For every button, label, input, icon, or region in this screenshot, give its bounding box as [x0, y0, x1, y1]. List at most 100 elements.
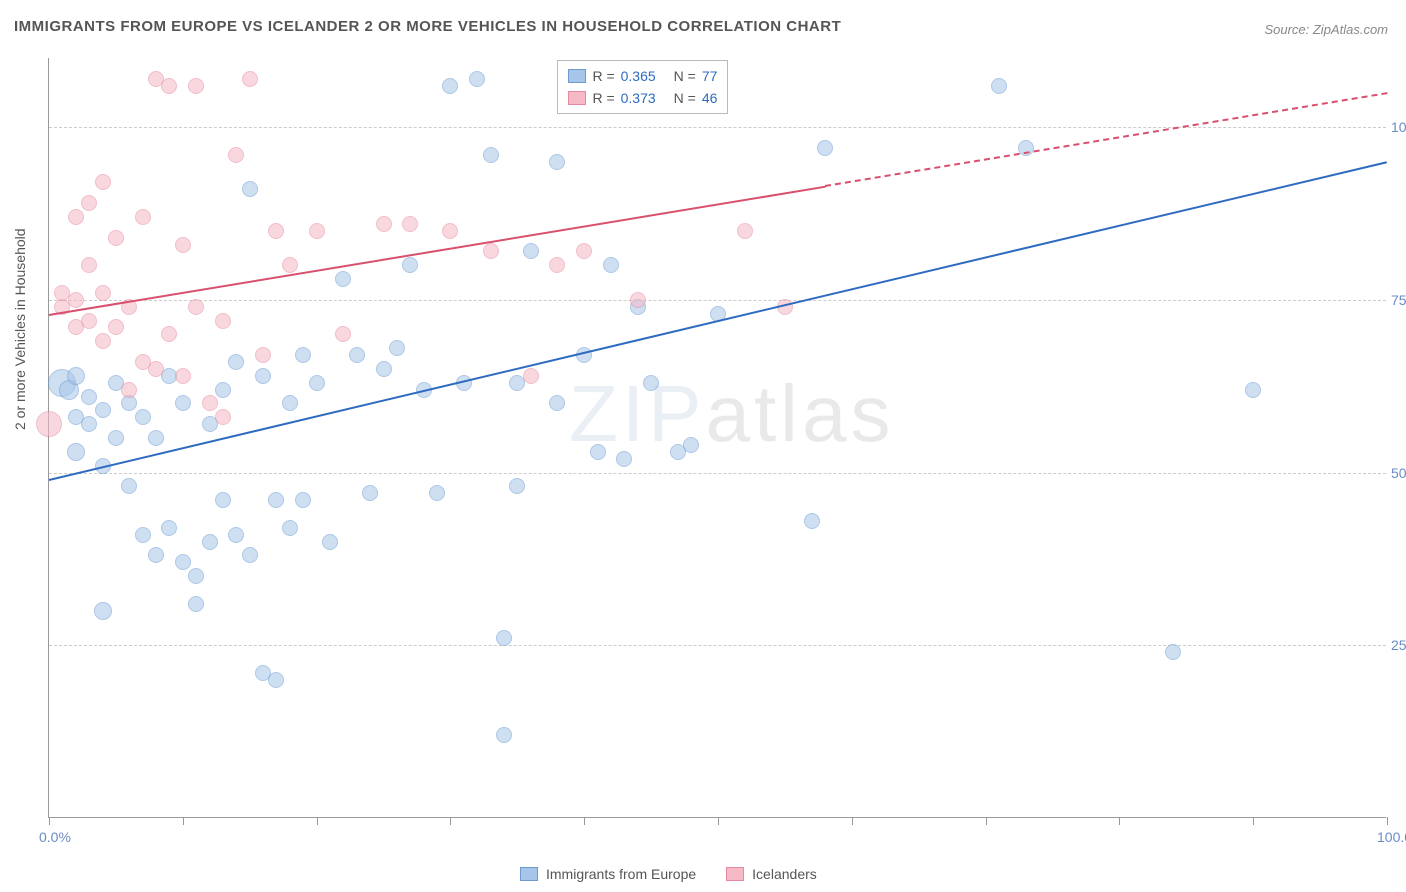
scatter-point [496, 727, 512, 743]
scatter-point [67, 367, 85, 385]
legend-swatch [568, 91, 586, 105]
scatter-point [335, 271, 351, 287]
scatter-point [228, 354, 244, 370]
legend-n-label: N = [674, 90, 696, 106]
legend-n-label: N = [674, 68, 696, 84]
legend-r-value: 0.373 [621, 90, 656, 106]
scatter-point [95, 402, 111, 418]
scatter-point [188, 299, 204, 315]
trend-line [49, 162, 1387, 482]
scatter-point [576, 243, 592, 259]
x-tick [1387, 817, 1388, 825]
scatter-point [68, 292, 84, 308]
trend-line [49, 185, 825, 315]
x-tick [317, 817, 318, 825]
scatter-point [295, 347, 311, 363]
scatter-point [523, 368, 539, 384]
scatter-point [108, 430, 124, 446]
legend-row: R =0.365N =77 [568, 65, 717, 87]
scatter-point [268, 223, 284, 239]
scatter-point [630, 292, 646, 308]
scatter-point [282, 395, 298, 411]
scatter-point [991, 78, 1007, 94]
scatter-point [442, 78, 458, 94]
scatter-point [121, 395, 137, 411]
scatter-point [322, 534, 338, 550]
scatter-point [376, 361, 392, 377]
scatter-point [483, 147, 499, 163]
scatter-point [603, 257, 619, 273]
y-tick-label: 25.0% [1391, 637, 1406, 653]
scatter-point [81, 257, 97, 273]
x-tick [1253, 817, 1254, 825]
scatter-point [817, 140, 833, 156]
gridline-h [49, 300, 1386, 301]
source-attribution: Source: ZipAtlas.com [1264, 22, 1388, 37]
x-tick [584, 817, 585, 825]
scatter-point [349, 347, 365, 363]
scatter-point [442, 223, 458, 239]
legend-n-value: 77 [702, 68, 718, 84]
legend-bottom-item: Icelanders [726, 866, 817, 882]
scatter-point [161, 326, 177, 342]
scatter-point [362, 485, 378, 501]
scatter-point [81, 313, 97, 329]
scatter-point [242, 71, 258, 87]
legend-bottom-item: Immigrants from Europe [520, 866, 696, 882]
x-tick [183, 817, 184, 825]
legend-swatch [726, 867, 744, 881]
scatter-point [81, 195, 97, 211]
scatter-point [215, 492, 231, 508]
scatter-point [108, 230, 124, 246]
x-tick [718, 817, 719, 825]
scatter-point [242, 181, 258, 197]
scatter-point [616, 451, 632, 467]
scatter-point [67, 443, 85, 461]
x-tick-label: 100.0% [1377, 829, 1406, 845]
scatter-point [268, 492, 284, 508]
legend-bottom: Immigrants from Europe Icelanders [520, 866, 817, 882]
scatter-point [469, 71, 485, 87]
scatter-point [175, 368, 191, 384]
x-tick [1119, 817, 1120, 825]
x-tick [450, 817, 451, 825]
scatter-point [188, 596, 204, 612]
scatter-point [737, 223, 753, 239]
scatter-point [81, 416, 97, 432]
scatter-point [389, 340, 405, 356]
scatter-point [81, 389, 97, 405]
scatter-point [121, 478, 137, 494]
scatter-point [335, 326, 351, 342]
legend-swatch [520, 867, 538, 881]
scatter-point [175, 554, 191, 570]
x-tick-label: 0.0% [39, 829, 71, 845]
scatter-point [268, 672, 284, 688]
scatter-point [295, 492, 311, 508]
scatter-point [483, 243, 499, 259]
x-tick [986, 817, 987, 825]
legend-bottom-label: Immigrants from Europe [546, 866, 696, 882]
chart-title: IMMIGRANTS FROM EUROPE VS ICELANDER 2 OR… [14, 18, 841, 35]
y-axis-label: 2 or more Vehicles in Household [12, 228, 28, 430]
y-tick-label: 50.0% [1391, 465, 1406, 481]
scatter-point [135, 527, 151, 543]
legend-swatch [568, 69, 586, 83]
x-tick [49, 817, 50, 825]
scatter-point [215, 313, 231, 329]
scatter-point [94, 602, 112, 620]
scatter-point [175, 237, 191, 253]
scatter-point [282, 257, 298, 273]
plot-area: ZIPatlas 25.0%50.0%75.0%100.0%0.0%100.0%… [48, 58, 1386, 818]
scatter-point [135, 209, 151, 225]
legend-r-label: R = [592, 68, 614, 84]
scatter-point [1245, 382, 1261, 398]
scatter-point [228, 527, 244, 543]
scatter-point [402, 216, 418, 232]
correlation-chart: IMMIGRANTS FROM EUROPE VS ICELANDER 2 OR… [0, 0, 1406, 892]
scatter-point [1165, 644, 1181, 660]
trend-line [825, 93, 1387, 188]
watermark-atlas: atlas [705, 369, 894, 458]
scatter-point [242, 547, 258, 563]
legend-r-label: R = [592, 90, 614, 106]
scatter-point [135, 409, 151, 425]
